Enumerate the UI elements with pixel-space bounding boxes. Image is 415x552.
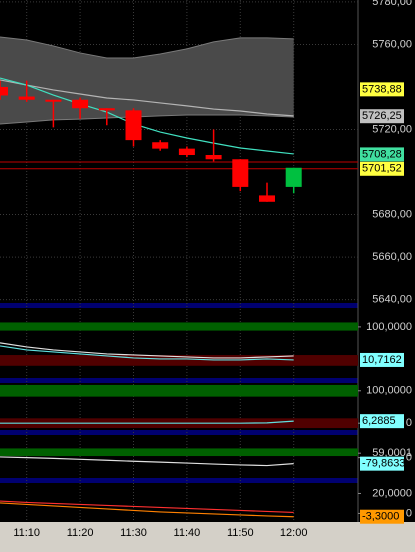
price-marker-label: 5708,28 <box>362 148 402 160</box>
price-marker-label: 10,7162 <box>362 354 402 366</box>
indicator-line <box>0 342 294 359</box>
indicator-line <box>0 456 294 467</box>
time-label: 11:20 <box>67 527 94 539</box>
price-marker <box>360 147 404 162</box>
price-marker <box>360 352 404 367</box>
separator <box>0 430 358 435</box>
time-label: 11:40 <box>174 527 201 539</box>
candle-body <box>98 108 115 111</box>
price-marker-label: -79,8633 <box>362 458 405 470</box>
candle-body <box>0 86 8 96</box>
price-marker-label: 5738,88 <box>362 83 402 95</box>
separator <box>0 378 358 383</box>
candle-body <box>259 195 275 202</box>
time-label: 12:00 <box>280 527 308 539</box>
indicator-line <box>0 420 294 424</box>
y-tick-label: 5720,00 <box>372 123 412 135</box>
price-marker <box>360 161 404 176</box>
y-tick-label: 0 <box>406 507 412 519</box>
candle-body <box>205 155 222 160</box>
price-marker <box>360 109 404 124</box>
indicator-line <box>0 77 294 155</box>
price-marker <box>360 414 404 429</box>
separator <box>0 303 358 308</box>
candle-body <box>45 99 62 102</box>
price-marker-label: 6,2885 <box>362 415 396 427</box>
price-marker-label: -3,3000 <box>362 511 399 523</box>
candle-body <box>178 148 195 156</box>
price-marker-label: 5726,25 <box>362 110 402 122</box>
candle-body <box>285 167 302 187</box>
candle-body <box>18 96 35 100</box>
time-label: 11:10 <box>13 527 40 539</box>
time-label: 11:50 <box>227 527 254 539</box>
y-tick-label: 5680,00 <box>372 208 412 220</box>
indicator-line <box>0 79 294 117</box>
indicator-line <box>0 345 294 361</box>
time-label: 11:30 <box>120 527 147 539</box>
indicator-line <box>0 502 294 518</box>
candle-body <box>125 110 142 141</box>
y-tick-label: 20,0000 <box>372 487 412 499</box>
price-marker <box>360 82 404 97</box>
price-marker-label: 5701,52 <box>362 163 402 175</box>
y-tick-label: 0 <box>406 452 412 464</box>
plot: 11:10 11:20 11:30 11:40 11:50 12:00 5780,00 576… <box>0 0 412 539</box>
indicator-line <box>0 500 294 514</box>
candle-body <box>232 159 249 187</box>
band-edge <box>0 36 294 59</box>
y-tick-label: 5780,00 <box>372 0 412 8</box>
y-tick-label: 59,0001 <box>372 447 412 459</box>
zone-band <box>0 355 358 366</box>
band-edge <box>0 114 294 125</box>
time-axis <box>0 522 415 552</box>
candle-body <box>152 142 169 149</box>
zone-band <box>0 384 358 397</box>
y-tick-label: 100,0000 <box>366 321 412 333</box>
price-marker <box>360 456 404 471</box>
zone-band <box>0 322 358 331</box>
y-tick-label: 0 <box>406 417 412 429</box>
candle-body <box>72 99 89 109</box>
separator <box>0 478 358 483</box>
y-tick-label: 5660,00 <box>372 251 412 263</box>
price-marker <box>360 509 404 524</box>
y-tick-label: 5760,00 <box>372 38 412 50</box>
zone-band <box>0 448 358 457</box>
y-tick-label: 100,0000 <box>366 385 412 397</box>
y-tick-label: 5640,00 <box>372 294 412 306</box>
